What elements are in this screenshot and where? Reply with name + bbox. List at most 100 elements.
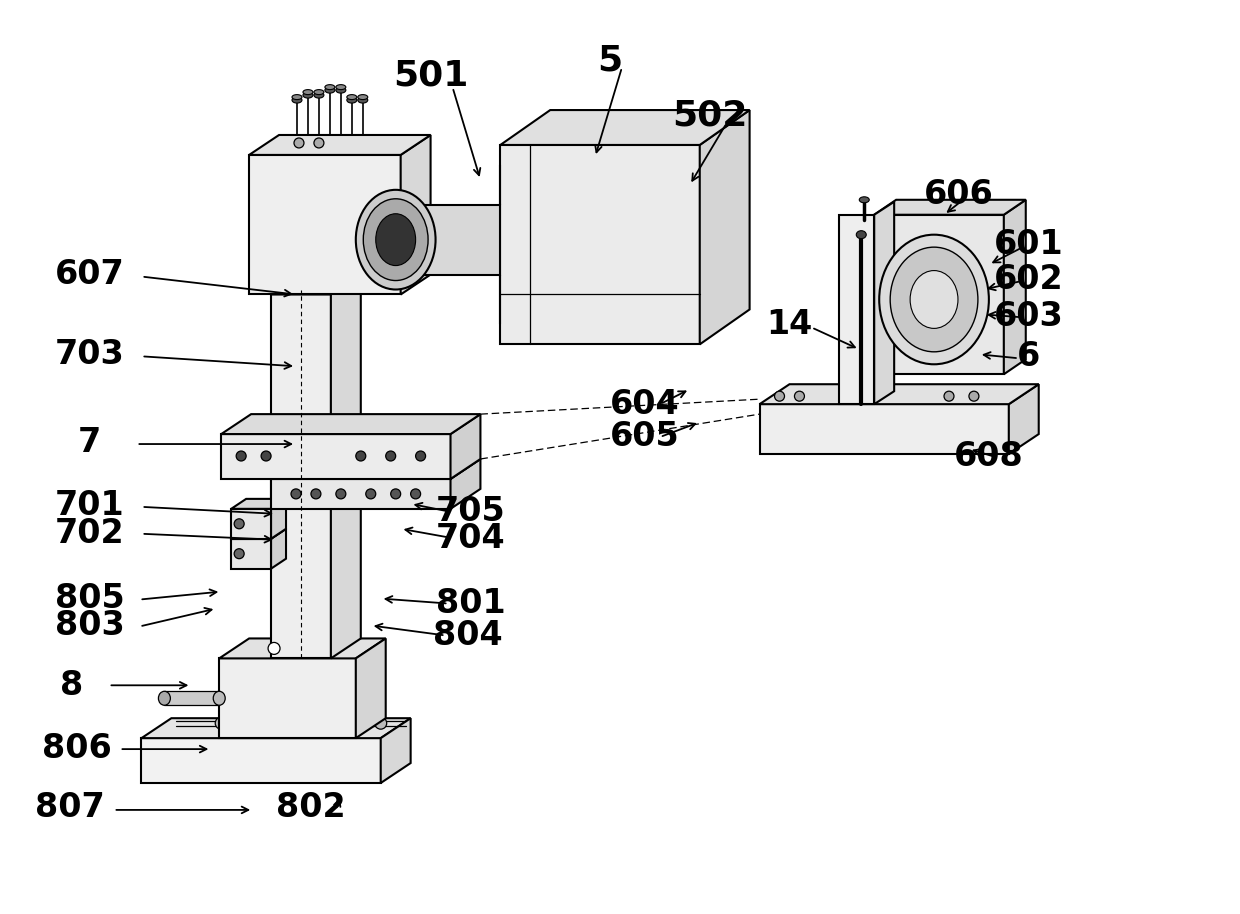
Polygon shape [249,135,430,154]
Ellipse shape [910,271,959,328]
Circle shape [356,451,366,461]
Text: 14: 14 [766,308,812,341]
Polygon shape [272,274,361,294]
Circle shape [262,451,272,461]
Text: 704: 704 [435,522,505,555]
Ellipse shape [358,95,368,100]
Polygon shape [272,529,286,569]
Circle shape [386,451,396,461]
Text: 7: 7 [78,426,102,459]
Text: 702: 702 [55,517,124,550]
Polygon shape [450,414,480,479]
Circle shape [775,391,785,401]
Circle shape [366,489,376,499]
Text: 602: 602 [994,263,1064,296]
Text: 705: 705 [435,495,506,528]
Polygon shape [231,499,286,509]
Polygon shape [874,215,1004,374]
Text: 502: 502 [672,98,748,132]
Polygon shape [874,202,894,404]
Polygon shape [331,274,361,658]
Text: 606: 606 [924,178,993,211]
Polygon shape [272,459,480,479]
Polygon shape [760,384,1039,404]
Ellipse shape [336,85,346,90]
Circle shape [336,489,346,499]
Polygon shape [356,639,386,739]
Circle shape [234,548,244,558]
Circle shape [391,489,401,499]
Circle shape [968,391,978,401]
Circle shape [291,489,301,499]
Ellipse shape [363,198,428,281]
Ellipse shape [303,92,312,98]
Ellipse shape [325,87,335,93]
Polygon shape [501,145,699,345]
Ellipse shape [376,214,415,266]
Circle shape [268,643,280,654]
Polygon shape [231,529,286,538]
Polygon shape [874,200,1025,215]
Ellipse shape [347,97,357,103]
Text: 607: 607 [55,258,124,291]
Circle shape [410,489,420,499]
Ellipse shape [159,691,170,706]
Polygon shape [839,215,874,404]
Text: 801: 801 [435,587,505,620]
Polygon shape [221,434,450,479]
Circle shape [234,519,244,529]
Ellipse shape [857,230,867,239]
Polygon shape [699,110,750,345]
Polygon shape [231,509,272,538]
Circle shape [795,391,805,401]
Text: 603: 603 [994,300,1064,333]
Text: 803: 803 [55,609,124,642]
Polygon shape [272,479,450,509]
Circle shape [314,138,324,148]
Text: 701: 701 [55,489,124,523]
Text: 6: 6 [1017,340,1040,373]
Polygon shape [501,110,750,145]
Ellipse shape [325,85,335,90]
Polygon shape [219,639,386,658]
Polygon shape [272,499,286,538]
Polygon shape [396,205,501,274]
Polygon shape [1009,384,1039,454]
Text: 804: 804 [433,619,502,652]
Ellipse shape [291,95,303,100]
Text: 805: 805 [55,582,124,615]
Polygon shape [165,691,219,706]
Text: 806: 806 [42,731,112,765]
Polygon shape [219,658,356,739]
Polygon shape [1004,200,1025,374]
Polygon shape [221,414,480,434]
Polygon shape [450,459,480,509]
Text: 601: 601 [994,228,1064,261]
Polygon shape [401,135,430,294]
Circle shape [415,451,425,461]
Text: 802: 802 [277,792,346,824]
Text: 703: 703 [55,338,124,371]
Polygon shape [141,718,410,739]
Circle shape [236,451,246,461]
Polygon shape [760,404,1009,454]
Circle shape [311,489,321,499]
Circle shape [216,717,227,729]
Text: 604: 604 [610,388,680,420]
Circle shape [944,391,954,401]
Ellipse shape [859,197,869,203]
Ellipse shape [358,97,368,103]
Text: 608: 608 [954,440,1024,473]
Text: 605: 605 [610,420,680,452]
Text: 8: 8 [60,669,83,702]
Ellipse shape [356,190,435,290]
Text: 5: 5 [598,43,622,77]
Polygon shape [272,294,331,658]
Ellipse shape [314,92,324,98]
Ellipse shape [314,90,324,95]
Ellipse shape [303,90,312,95]
Ellipse shape [336,87,346,93]
Polygon shape [249,154,401,294]
Circle shape [294,138,304,148]
Ellipse shape [213,691,226,706]
